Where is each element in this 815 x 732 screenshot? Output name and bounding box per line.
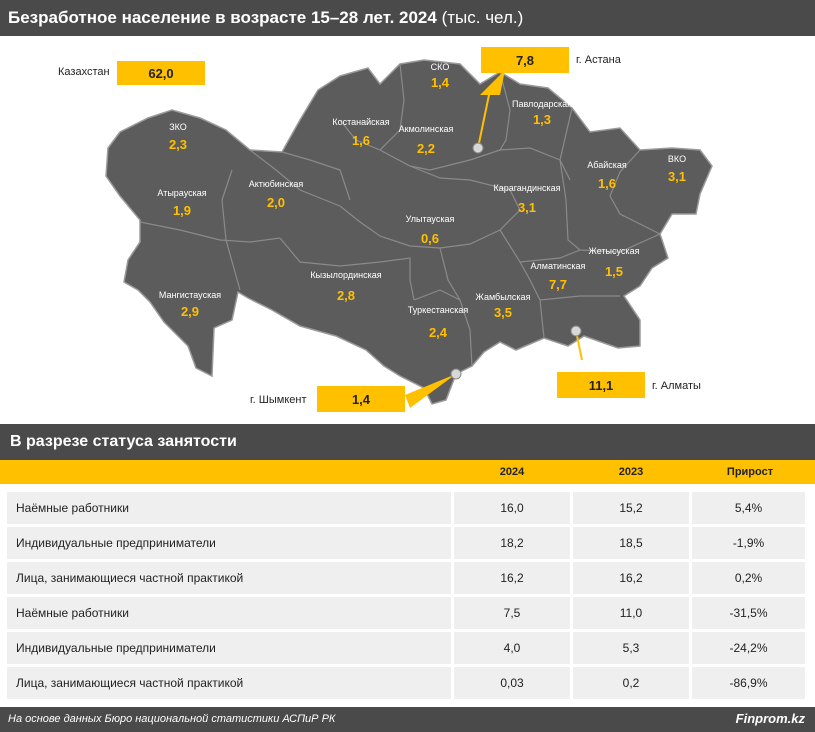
cell-growth: 0,2% bbox=[692, 562, 805, 594]
cell-growth: -1,9% bbox=[692, 527, 805, 559]
region-name: Кызылординская bbox=[310, 270, 381, 280]
country-shape bbox=[105, 59, 713, 405]
cell-2023: 5,3 bbox=[573, 632, 689, 664]
cell-2023: 11,0 bbox=[573, 597, 689, 629]
region-name: Акмолинская bbox=[399, 124, 454, 134]
cell-2023: 18,5 bbox=[573, 527, 689, 559]
region-name: Карагандинская bbox=[493, 183, 560, 193]
region-value: 1,4 bbox=[431, 75, 450, 90]
astana-value: 7,8 bbox=[481, 47, 569, 73]
cell-2023: 0,2 bbox=[573, 667, 689, 699]
region-name: Мангистауская bbox=[159, 290, 221, 300]
region-name: СКО bbox=[431, 62, 450, 72]
region-value: 3,5 bbox=[494, 305, 512, 320]
cell-2024: 4,0 bbox=[454, 632, 570, 664]
astana-marker bbox=[472, 142, 484, 154]
table-row: Индивидуальные предприниматели 18,2 18,5… bbox=[7, 527, 805, 559]
almaty-value: 11,1 bbox=[557, 372, 645, 398]
row-label: Индивидуальные предприниматели bbox=[7, 632, 451, 664]
kazakhstan-map: ЗКО 2,3 Атырауская 1,9 Актюбинская 2,0 М… bbox=[105, 59, 713, 408]
region-value: 1,6 bbox=[598, 176, 616, 191]
region-name: Алматинская bbox=[531, 261, 586, 271]
section-bar: В разрезе статуса занятости bbox=[0, 424, 815, 460]
region-borders bbox=[139, 63, 661, 367]
title-bar: Безработное население в возрасте 15–28 л… bbox=[0, 0, 815, 36]
table-row: Лица, занимающиеся частной практикой 0,0… bbox=[7, 667, 805, 699]
row-label: Лица, занимающиеся частной практикой bbox=[7, 667, 451, 699]
region-name: Жетысуская bbox=[589, 246, 640, 256]
region-name: Абайская bbox=[587, 160, 627, 170]
region-value: 2,4 bbox=[429, 325, 448, 340]
region-value: 1,5 bbox=[605, 264, 623, 279]
col-2023: 2023 bbox=[618, 466, 644, 478]
cell-2024: 16,2 bbox=[454, 562, 570, 594]
row-label: Наёмные работники bbox=[7, 597, 451, 629]
cell-2023: 16,2 bbox=[573, 562, 689, 594]
region-name: Жамбылская bbox=[476, 292, 531, 302]
title-unit: (тыс. чел.) bbox=[441, 8, 524, 27]
region-value: 3,1 bbox=[518, 200, 536, 215]
cell-2024: 7,5 bbox=[454, 597, 570, 629]
table-row: Наёмные работники 16,0 15,2 5,4% bbox=[7, 492, 805, 524]
astana-label: г. Астана bbox=[576, 54, 621, 66]
section-title: В разрезе статуса занятости bbox=[10, 433, 237, 450]
row-label: Индивидуальные предприниматели bbox=[7, 527, 451, 559]
table-row: Индивидуальные предприниматели 4,0 5,3 -… bbox=[7, 632, 805, 664]
cell-2024: 0,03 bbox=[454, 667, 570, 699]
kazakhstan-value: 62,0 bbox=[117, 61, 205, 85]
region-value: 1,6 bbox=[352, 133, 370, 148]
region-value: 3,1 bbox=[668, 169, 686, 184]
almaty-label: г. Алматы bbox=[652, 380, 701, 392]
region-value: 1,9 bbox=[173, 203, 191, 218]
region-name: Костанайская bbox=[332, 117, 389, 127]
title-text: Безработное население в возрасте 15–28 л… bbox=[8, 8, 437, 27]
region-value: 2,3 bbox=[169, 137, 187, 152]
row-label: Наёмные работники bbox=[7, 492, 451, 524]
table-header: 2024 2023 Прирост bbox=[0, 460, 815, 484]
cell-growth: 5,4% bbox=[692, 492, 805, 524]
source-note: На основе данных Бюро национальной стати… bbox=[8, 713, 336, 725]
region-name: Актюбинская bbox=[249, 179, 304, 189]
col-2024: 2024 bbox=[499, 466, 525, 478]
page-title: Безработное население в возрасте 15–28 л… bbox=[8, 8, 523, 28]
cell-growth: -31,5% bbox=[692, 597, 805, 629]
almaty-marker bbox=[570, 325, 582, 337]
region-name: Атырауская bbox=[157, 188, 206, 198]
cell-growth: -24,2% bbox=[692, 632, 805, 664]
shymkent-label: г. Шымкент bbox=[250, 394, 307, 406]
col-growth: Прирост bbox=[726, 466, 774, 478]
region-value: 7,7 bbox=[549, 277, 567, 292]
cell-2024: 16,0 bbox=[454, 492, 570, 524]
region-value: 2,2 bbox=[417, 141, 435, 156]
region-name: ВКО bbox=[668, 154, 686, 164]
region-name: ЗКО bbox=[169, 122, 187, 132]
row-label: Лица, занимающиеся частной практикой bbox=[7, 562, 451, 594]
city-markers bbox=[405, 70, 583, 408]
shymkent-marker bbox=[450, 368, 462, 380]
cell-growth: -86,9% bbox=[692, 667, 805, 699]
region-labels: ЗКО 2,3 Атырауская 1,9 Актюбинская 2,0 М… bbox=[157, 62, 686, 340]
brand-logo: Finprom.kz bbox=[735, 711, 805, 726]
region-value: 0,6 bbox=[421, 231, 439, 246]
region-name: Туркестанская bbox=[408, 305, 469, 315]
kazakhstan-label: Казахстан bbox=[58, 66, 110, 78]
region-value: 2,8 bbox=[337, 288, 355, 303]
region-value: 2,0 bbox=[267, 195, 285, 210]
cell-2023: 15,2 bbox=[573, 492, 689, 524]
region-value: 1,3 bbox=[533, 112, 551, 127]
table-row: Лица, занимающиеся частной практикой 16,… bbox=[7, 562, 805, 594]
region-name: Павлодарская bbox=[512, 99, 572, 109]
cell-2024: 18,2 bbox=[454, 527, 570, 559]
shymkent-value: 1,4 bbox=[317, 386, 405, 412]
footer: На основе данных Бюро национальной стати… bbox=[0, 707, 815, 732]
region-name: Улытауская bbox=[406, 214, 455, 224]
table-row: Наёмные работники 7,5 11,0 -31,5% bbox=[7, 597, 805, 629]
region-value: 2,9 bbox=[181, 304, 199, 319]
